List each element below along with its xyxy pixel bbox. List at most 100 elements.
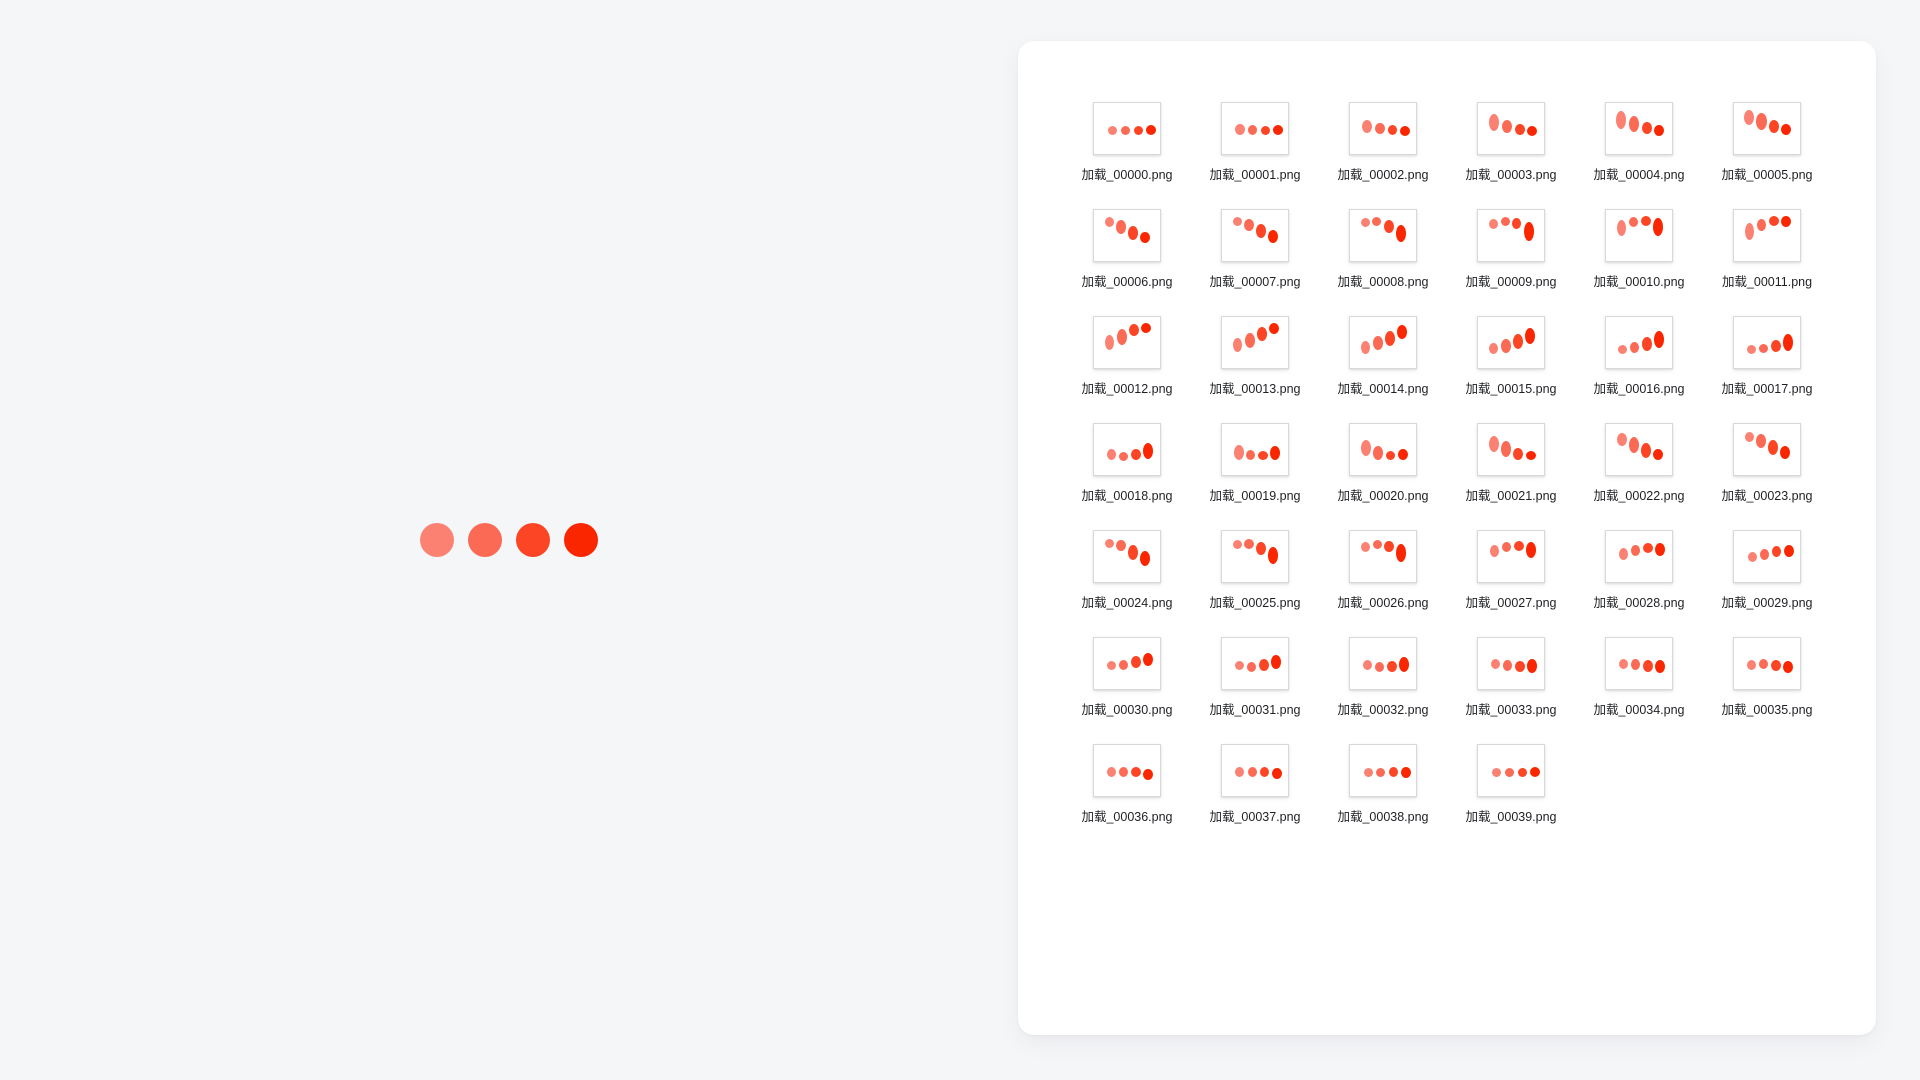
frame-cell[interactable]: 加载_00026.png [1321, 530, 1445, 611]
frame-cell[interactable]: 加载_00025.png [1193, 530, 1317, 611]
frame-dot-2 [1768, 440, 1778, 455]
frame-cell[interactable]: 加载_00023.png [1705, 423, 1829, 504]
frame-cell[interactable]: 加载_00029.png [1705, 530, 1829, 611]
frame-thumbnail[interactable] [1093, 744, 1161, 797]
frame-thumbnail[interactable] [1221, 637, 1289, 690]
frame-cell[interactable]: 加载_00032.png [1321, 637, 1445, 718]
loading-dots-icon [1222, 424, 1288, 475]
frame-thumbnail[interactable] [1221, 530, 1289, 583]
frame-dot-1 [1756, 113, 1767, 130]
frame-dot-0 [1616, 111, 1626, 129]
frame-cell[interactable]: 加载_00001.png [1193, 102, 1317, 183]
frame-cell[interactable]: 加载_00015.png [1449, 316, 1573, 397]
frame-thumbnail[interactable] [1605, 209, 1673, 262]
frame-cell[interactable]: 加载_00021.png [1449, 423, 1573, 504]
frame-cell[interactable]: 加载_00034.png [1577, 637, 1701, 718]
frame-thumbnail[interactable] [1605, 423, 1673, 476]
frame-cell[interactable]: 加载_00003.png [1449, 102, 1573, 183]
frame-dot-3 [1143, 769, 1153, 780]
frame-cell[interactable]: 加载_00004.png [1577, 102, 1701, 183]
frame-thumbnail[interactable] [1221, 102, 1289, 155]
frame-cell[interactable]: 加载_00007.png [1193, 209, 1317, 290]
frame-thumbnail[interactable] [1221, 316, 1289, 369]
frame-dot-1 [1373, 446, 1383, 460]
frame-thumbnail[interactable] [1093, 209, 1161, 262]
frame-cell[interactable]: 加载_00038.png [1321, 744, 1445, 825]
frame-cell[interactable]: 加载_00020.png [1321, 423, 1445, 504]
frame-dot-3 [1272, 768, 1282, 779]
frame-thumbnail[interactable] [1093, 316, 1161, 369]
frame-thumbnail[interactable] [1733, 637, 1801, 690]
frame-thumbnail[interactable] [1733, 102, 1801, 155]
frame-thumbnail[interactable] [1477, 423, 1545, 476]
frame-cell[interactable]: 加载_00033.png [1449, 637, 1573, 718]
frame-thumbnail[interactable] [1733, 423, 1801, 476]
frame-dot-2 [1256, 224, 1266, 238]
frame-thumbnail[interactable] [1093, 530, 1161, 583]
frame-thumbnail[interactable] [1477, 102, 1545, 155]
frame-thumbnail[interactable] [1477, 637, 1545, 690]
frame-cell[interactable]: 加载_00010.png [1577, 209, 1701, 290]
frame-cell[interactable]: 加载_00005.png [1705, 102, 1829, 183]
frame-thumbnail[interactable] [1093, 102, 1161, 155]
frame-cell[interactable]: 加载_00028.png [1577, 530, 1701, 611]
frame-thumbnail[interactable] [1733, 530, 1801, 583]
frame-cell[interactable]: 加载_00016.png [1577, 316, 1701, 397]
frame-cell[interactable]: 加载_00006.png [1065, 209, 1189, 290]
frame-thumbnail[interactable] [1221, 423, 1289, 476]
frame-cell[interactable]: 加载_00014.png [1321, 316, 1445, 397]
frame-thumbnail[interactable] [1349, 102, 1417, 155]
frame-label: 加载_00033.png [1465, 703, 1557, 717]
frame-label: 加载_00028.png [1593, 596, 1685, 610]
frame-cell[interactable]: 加载_00002.png [1321, 102, 1445, 183]
frame-thumbnail[interactable] [1349, 744, 1417, 797]
frame-thumbnail[interactable] [1093, 637, 1161, 690]
frame-thumbnail[interactable] [1733, 316, 1801, 369]
frame-cell[interactable]: 加载_00024.png [1065, 530, 1189, 611]
frame-cell[interactable]: 加载_00035.png [1705, 637, 1829, 718]
frame-cell[interactable]: 加载_00031.png [1193, 637, 1317, 718]
frame-thumbnail[interactable] [1349, 209, 1417, 262]
frame-label: 加载_00038.png [1337, 810, 1429, 824]
frame-cell[interactable]: 加载_00011.png [1705, 209, 1829, 290]
frame-thumbnail[interactable] [1605, 316, 1673, 369]
frame-dot-3 [1396, 544, 1406, 562]
frame-cell[interactable]: 加载_00009.png [1449, 209, 1573, 290]
frame-dot-0 [1617, 220, 1626, 236]
frame-cell[interactable]: 加载_00017.png [1705, 316, 1829, 397]
frame-cell[interactable]: 加载_00008.png [1321, 209, 1445, 290]
frame-cell[interactable]: 加载_00000.png [1065, 102, 1189, 183]
frame-label: 加载_00039.png [1465, 810, 1557, 824]
frame-dot-1 [1629, 437, 1639, 453]
frame-cell[interactable]: 加载_00013.png [1193, 316, 1317, 397]
frame-cell[interactable]: 加载_00027.png [1449, 530, 1573, 611]
frame-cell[interactable]: 加载_00012.png [1065, 316, 1189, 397]
frame-thumbnail[interactable] [1477, 316, 1545, 369]
frame-thumbnail[interactable] [1477, 744, 1545, 797]
frame-thumbnail[interactable] [1349, 316, 1417, 369]
frame-cell[interactable]: 加载_00019.png [1193, 423, 1317, 504]
frame-cell[interactable]: 加载_00022.png [1577, 423, 1701, 504]
frame-thumbnail[interactable] [1477, 209, 1545, 262]
frame-thumbnail[interactable] [1349, 423, 1417, 476]
frame-thumbnail[interactable] [1221, 209, 1289, 262]
frame-label: 加载_00008.png [1337, 275, 1429, 289]
frame-dot-1 [1373, 336, 1383, 350]
frame-thumbnail[interactable] [1349, 637, 1417, 690]
frame-thumbnail[interactable] [1605, 530, 1673, 583]
frame-cell[interactable]: 加载_00039.png [1449, 744, 1573, 825]
frame-thumbnail[interactable] [1477, 530, 1545, 583]
frame-dot-2 [1512, 218, 1521, 229]
frame-thumbnail[interactable] [1093, 423, 1161, 476]
frame-thumbnail[interactable] [1221, 744, 1289, 797]
frame-cell[interactable]: 加载_00036.png [1065, 744, 1189, 825]
frame-cell[interactable]: 加载_00030.png [1065, 637, 1189, 718]
frame-thumbnail[interactable] [1605, 102, 1673, 155]
frame-thumbnail[interactable] [1733, 209, 1801, 262]
frame-dot-1 [1119, 767, 1128, 777]
frame-thumbnail[interactable] [1605, 637, 1673, 690]
frame-cell[interactable]: 加载_00018.png [1065, 423, 1189, 504]
frame-cell[interactable]: 加载_00037.png [1193, 744, 1317, 825]
frame-thumbnail[interactable] [1349, 530, 1417, 583]
